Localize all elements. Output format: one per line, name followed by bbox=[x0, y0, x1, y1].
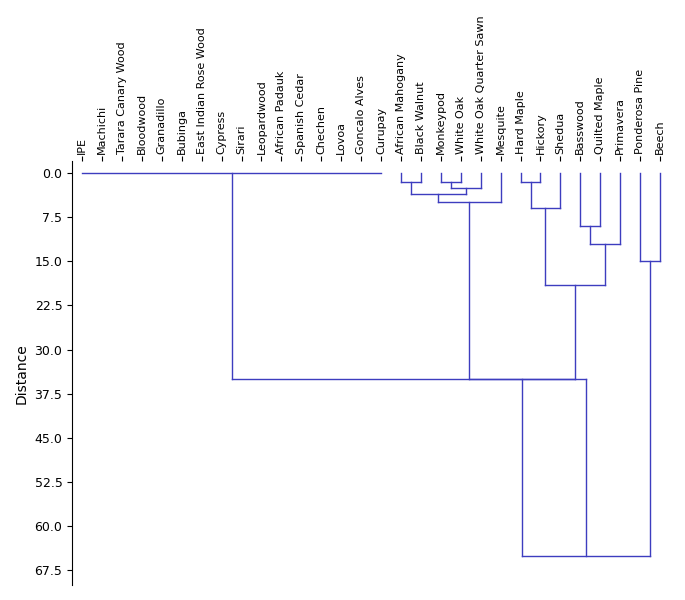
Y-axis label: Distance: Distance bbox=[15, 343, 29, 404]
